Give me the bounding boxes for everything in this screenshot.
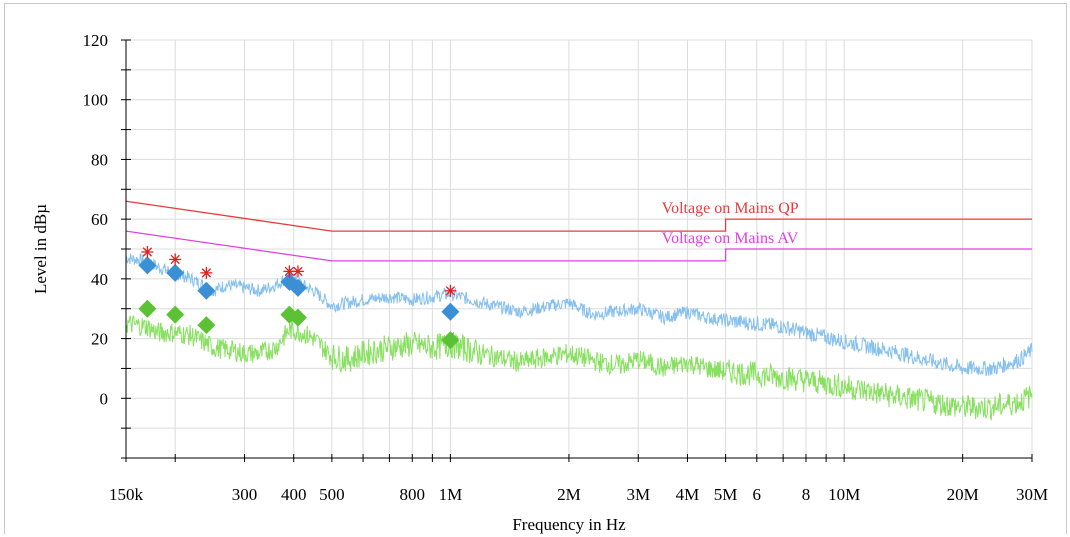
x-tick-label: 20M [947, 485, 979, 504]
limit-line [125, 230, 1032, 262]
qp-marker [288, 278, 307, 297]
measurement-trace [125, 314, 1033, 422]
av-marker [288, 308, 307, 327]
peak-marker-stroke [293, 266, 303, 277]
peak-marker [141, 245, 154, 258]
av-marker [197, 316, 216, 335]
x-tick-label: 5M [714, 485, 738, 504]
x-tick-label: 800 [399, 485, 425, 504]
y-tick-label: 40 [91, 270, 108, 289]
peak-marker [200, 266, 213, 279]
qp-marker [138, 256, 157, 275]
peak-marker [444, 284, 457, 297]
limit-lines: Voltage on Mains QP Voltage on Mains AV [125, 200, 1032, 262]
x-axis-title: Frequency in Hz [512, 515, 626, 534]
measurement-trace [125, 253, 1033, 377]
x-tick-label: 4M [676, 485, 700, 504]
x-tick-label: 10M [828, 485, 860, 504]
tick-labels: 0 20 40 60 80 100 120 150k 300 400 500 800 1M 2M 3M 4M 5… [83, 31, 1049, 504]
measurement-traces [125, 253, 1033, 422]
x-tick-label: 1M [439, 485, 463, 504]
chart-frame [4, 3, 1067, 534]
qp-marker [197, 281, 216, 300]
qp-marker [166, 263, 185, 282]
peak-marker [291, 265, 304, 278]
y-tick-label: 0 [100, 389, 109, 408]
x-tick-label: 8 [802, 485, 811, 504]
x-tick-label: 150k [109, 485, 144, 504]
axes [121, 39, 1033, 462]
peak-marker [169, 253, 182, 266]
peak-marker-stroke [201, 268, 212, 278]
y-tick-label: 120 [83, 31, 109, 50]
av-marker [138, 299, 157, 318]
grid [126, 39, 1033, 459]
peak-marker-stroke [284, 266, 295, 277]
y-tick-label: 20 [91, 330, 108, 349]
x-tick-label: 6 [753, 485, 762, 504]
limit-line-label: Voltage on Mains QP [662, 200, 799, 217]
limit-line [125, 200, 1032, 232]
x-tick-label: 3M [626, 485, 650, 504]
x-tick-label: 30M [1016, 485, 1048, 504]
y-tick-label: 60 [91, 210, 108, 229]
av-marker [441, 331, 460, 350]
y-axis-title: Level in dBµ [31, 204, 50, 294]
limit-line-label: Voltage on Mains AV [662, 230, 799, 247]
y-tick-label: 100 [83, 91, 109, 110]
av-marker [166, 305, 185, 324]
peak-marker-stroke [445, 286, 456, 296]
y-tick-label: 80 [91, 150, 108, 169]
x-tick-label: 500 [319, 485, 345, 504]
measurement-markers [138, 245, 460, 350]
peak-marker-stroke [142, 247, 153, 257]
qp-marker [441, 302, 460, 321]
x-tick-label: 300 [232, 485, 258, 504]
peak-marker-stroke [170, 254, 180, 265]
x-tick-label: 2M [557, 485, 581, 504]
x-tick-label: 400 [281, 485, 307, 504]
